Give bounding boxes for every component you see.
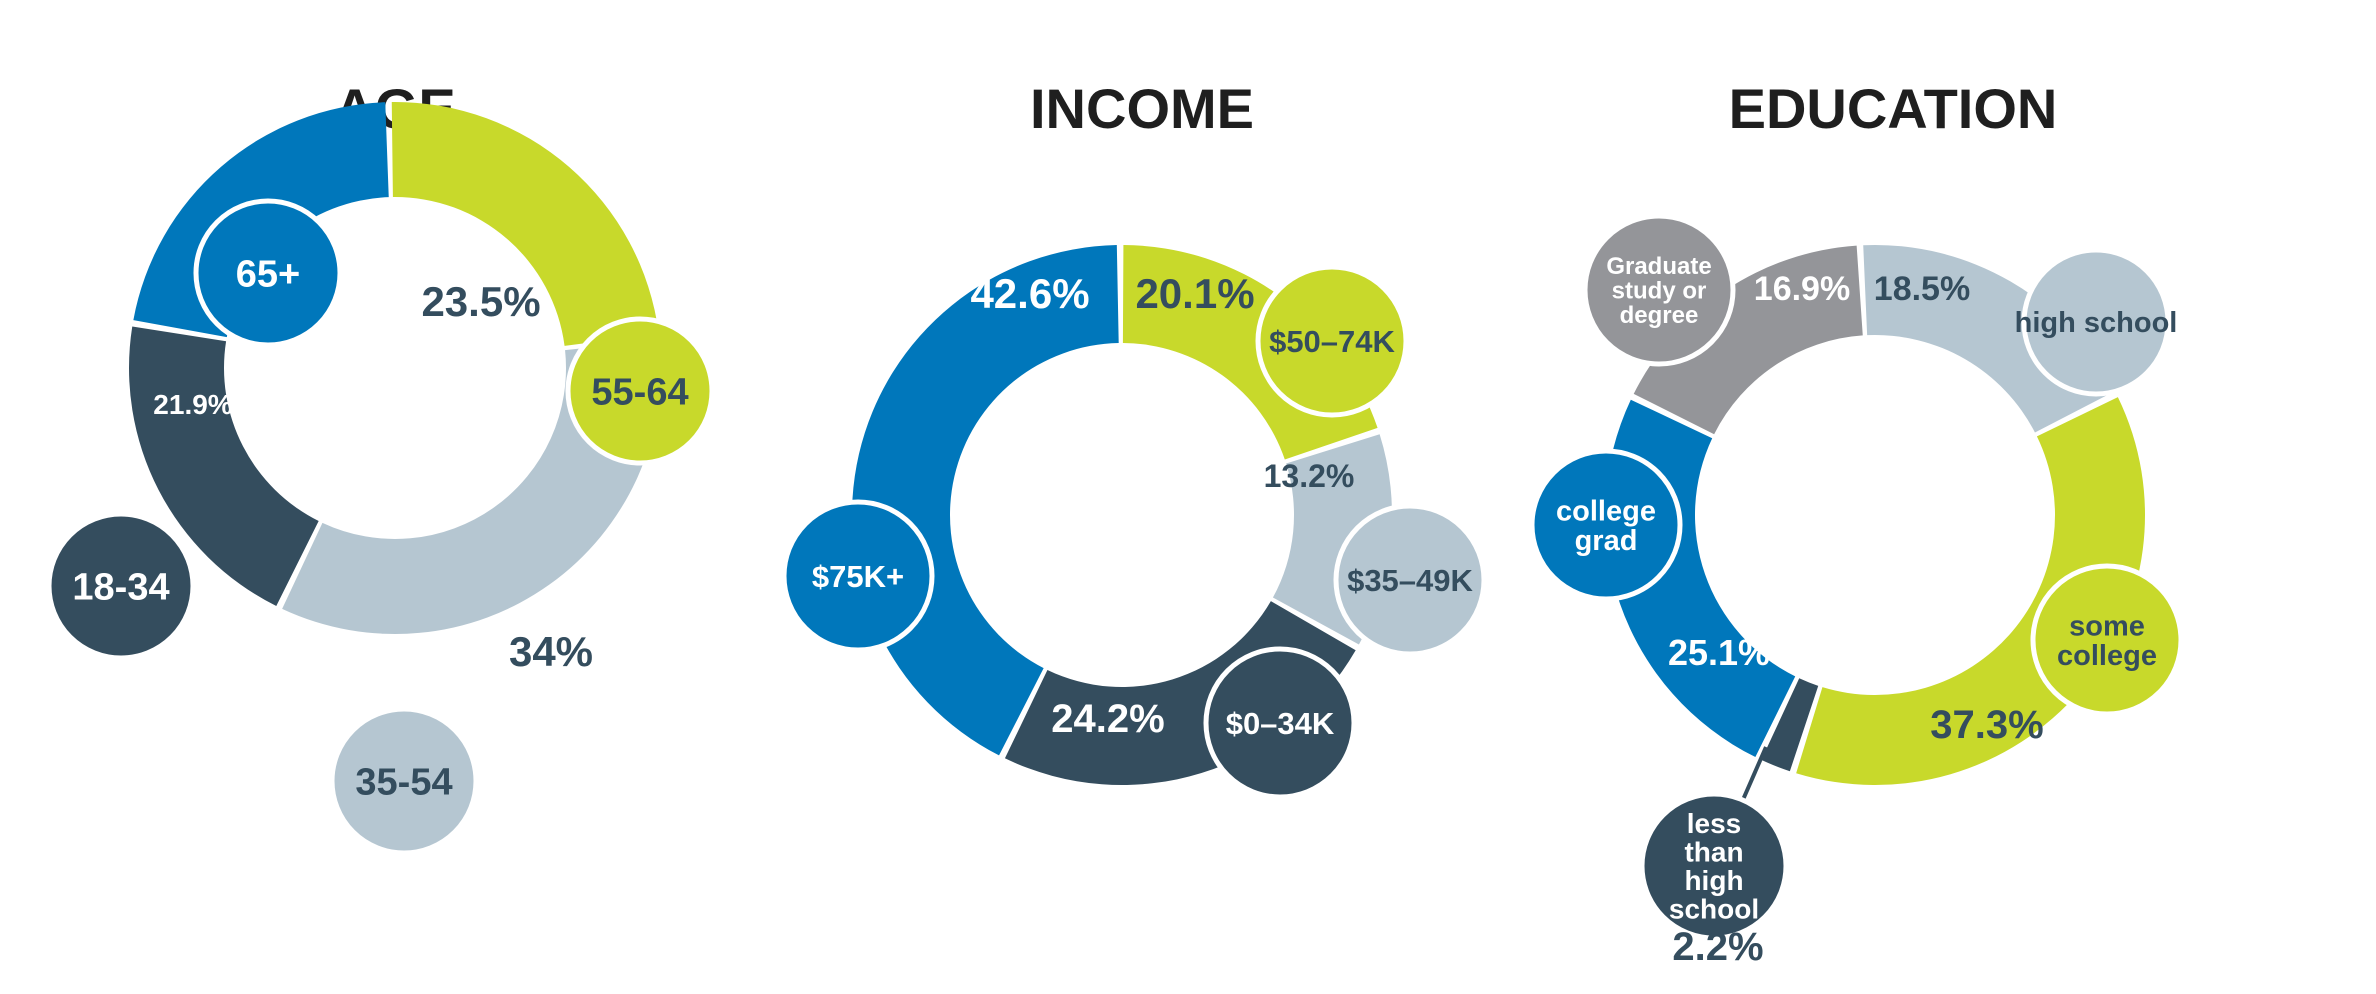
category-bubble — [1203, 646, 1357, 800]
chart-title: INCOME — [1030, 77, 1254, 140]
data-label: 18.5% — [1874, 270, 1970, 308]
data-label: 20.5% — [195, 646, 274, 677]
category-bubble — [1333, 503, 1487, 657]
category-bubble — [1639, 791, 1789, 941]
donut-segment-graduate-study-or-degree — [1633, 245, 1863, 435]
category-bubbles: $50–74K 20.1% $35–49K 13.2% $0–34K 24.2% $75K+… — [781, 264, 1487, 800]
category-bubble — [1529, 448, 1683, 602]
data-label: 21.9% — [153, 389, 232, 420]
donut-segment-75k — [852, 245, 1119, 756]
data-label: 23.5% — [421, 278, 540, 325]
category-label: $50–74K — [1269, 324, 1395, 359]
category-label: Graduate study or degree — [1606, 253, 1711, 329]
category-label: 18-34 — [72, 566, 169, 608]
data-label: 2.2% — [1672, 925, 1763, 969]
category-label: $35–49K — [1347, 563, 1473, 598]
data-label: 37.3% — [1930, 703, 2043, 747]
chart-title: EDUCATION — [1729, 77, 2058, 140]
donut-segment-less-than-high-school — [1761, 678, 1819, 772]
data-label: 42.6% — [970, 270, 1089, 317]
category-label: high school — [2015, 307, 2178, 339]
category-bubble — [46, 511, 196, 661]
income-donut-chart: INCOME $50–74K 20.1% $35–49K 13.2% $0–34K 24.… — [781, 77, 1487, 800]
data-label: 34% — [509, 628, 593, 675]
category-label: 55-64 — [591, 371, 688, 413]
category-bubble — [1255, 264, 1409, 418]
category-label: 65+ — [236, 253, 300, 295]
data-label: 25.1% — [1668, 632, 1770, 673]
data-label: 24.2% — [1051, 697, 1164, 741]
category-bubble — [329, 706, 479, 856]
category-bubbles: 55-64 23.5% 35-54 34% 18-34 20.5% 65+ 21.9% — [46, 198, 715, 856]
category-bubble — [565, 316, 715, 466]
data-label: 16.9% — [1754, 270, 1850, 308]
category-bubble — [193, 198, 343, 348]
category-bubble — [2030, 563, 2184, 717]
category-label: college grad — [1556, 495, 1656, 557]
data-label: 20.1% — [1135, 270, 1254, 317]
leader-line — [1740, 746, 1768, 803]
category-label: less than high school — [1669, 808, 1759, 925]
category-bubble — [2021, 247, 2171, 397]
education-donut-chart: EDUCATION high school 18.5% some college 37.… — [1529, 77, 2184, 969]
category-label: $0–34K — [1226, 706, 1335, 741]
category-label: $75K+ — [812, 559, 904, 594]
data-label: 13.2% — [1264, 458, 1355, 494]
category-bubble — [781, 499, 935, 653]
donut-segment-55-64 — [391, 102, 659, 346]
category-label: 35-54 — [355, 761, 452, 803]
donut-segment-35-54 — [282, 340, 661, 635]
category-label: some college — [2057, 610, 2157, 672]
donut-segment-18-34 — [128, 326, 319, 607]
category-bubble — [1582, 213, 1736, 367]
donut-segment-high-school — [1863, 244, 2115, 433]
category-bubbles: high school 18.5% some college 37.3% less than… — [1529, 213, 2184, 969]
